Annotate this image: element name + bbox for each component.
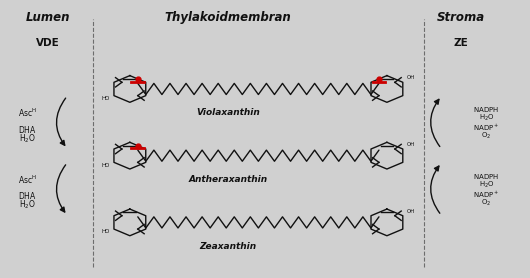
Text: $\rm DHA$: $\rm DHA$	[18, 190, 37, 202]
Text: $\rm NADPH$: $\rm NADPH$	[473, 172, 500, 181]
Text: $\rm NADPH$: $\rm NADPH$	[473, 105, 500, 114]
Text: ZE: ZE	[454, 38, 469, 48]
Text: $\rm NADP^+$: $\rm NADP^+$	[473, 189, 500, 200]
Text: $\rm H_2O$: $\rm H_2O$	[19, 132, 36, 145]
Text: $\rm O_2$: $\rm O_2$	[481, 198, 492, 208]
Text: $\rm Asc^{H}$: $\rm Asc^{H}$	[18, 106, 37, 119]
Text: $\rm Asc^{H}$: $\rm Asc^{H}$	[18, 173, 37, 185]
Text: Violaxanthin: Violaxanthin	[196, 108, 260, 117]
Text: Stroma: Stroma	[437, 11, 485, 24]
Text: $\rm NADP^+$: $\rm NADP^+$	[473, 123, 500, 133]
Text: $\rm O_2$: $\rm O_2$	[481, 131, 492, 141]
Text: Lumen: Lumen	[25, 11, 70, 24]
Text: Antheraxanthin: Antheraxanthin	[188, 175, 268, 184]
Text: OH: OH	[407, 75, 415, 80]
Text: OH: OH	[407, 208, 415, 214]
Text: $\rm H_2O$: $\rm H_2O$	[479, 113, 494, 123]
Text: $\rm H_2O$: $\rm H_2O$	[19, 199, 36, 211]
Text: $\rm H_2O$: $\rm H_2O$	[479, 180, 494, 190]
Text: OH: OH	[407, 142, 415, 147]
Text: $\rm DHA$: $\rm DHA$	[18, 124, 37, 135]
Text: HO: HO	[102, 96, 110, 101]
Text: Thylakoidmembran: Thylakoidmembran	[164, 11, 292, 24]
Text: VDE: VDE	[36, 38, 59, 48]
Text: HO: HO	[102, 163, 110, 168]
Text: Zeaxanthin: Zeaxanthin	[199, 242, 257, 250]
Text: HO: HO	[102, 229, 110, 234]
